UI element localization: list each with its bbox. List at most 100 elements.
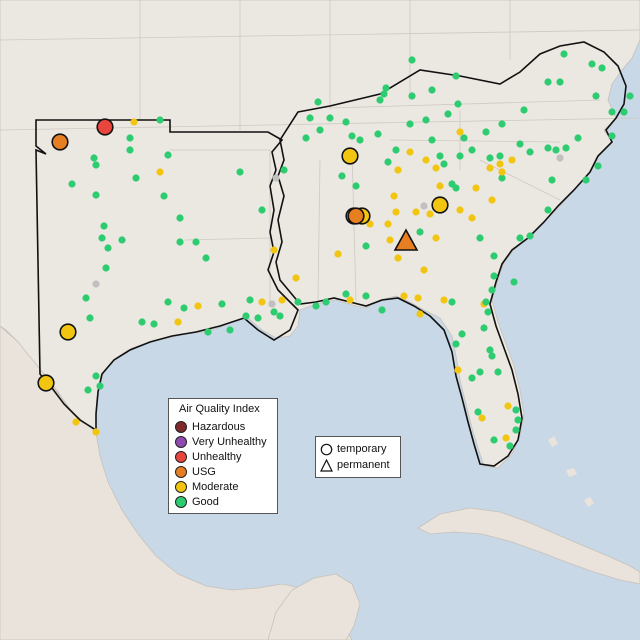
site-marker-good[interactable]: [176, 214, 184, 222]
site-marker-good[interactable]: [246, 296, 254, 304]
site-marker-good[interactable]: [516, 234, 524, 242]
site-marker-nodata[interactable]: [272, 174, 280, 182]
site-marker-good[interactable]: [526, 232, 534, 240]
site-marker-good[interactable]: [118, 236, 126, 244]
site-marker-good[interactable]: [100, 222, 108, 230]
site-marker-good[interactable]: [392, 146, 400, 154]
site-marker-moderate[interactable]: [416, 310, 424, 318]
site-marker-moderate[interactable]: [436, 182, 444, 190]
site-marker-good[interactable]: [82, 294, 90, 302]
site-marker-good[interactable]: [192, 238, 200, 246]
site-marker-good[interactable]: [104, 244, 112, 252]
site-marker-moderate[interactable]: [278, 296, 286, 304]
site-marker-good[interactable]: [490, 436, 498, 444]
site-marker-good[interactable]: [86, 314, 94, 322]
site-marker-good[interactable]: [608, 132, 616, 140]
site-marker-good[interactable]: [132, 174, 140, 182]
site-marker-good[interactable]: [376, 96, 384, 104]
site-marker-good[interactable]: [126, 146, 134, 154]
site-marker-moderate[interactable]: [156, 168, 164, 176]
site-marker-good[interactable]: [92, 372, 100, 380]
site-marker-good[interactable]: [236, 168, 244, 176]
temporary-monitor-moderate[interactable]: [341, 147, 359, 165]
site-marker-good[interactable]: [306, 114, 314, 122]
site-marker-good[interactable]: [488, 352, 496, 360]
site-marker-good[interactable]: [486, 346, 494, 354]
site-marker-moderate[interactable]: [486, 164, 494, 172]
site-marker-good[interactable]: [342, 118, 350, 126]
site-marker-good[interactable]: [138, 318, 146, 326]
site-marker-good[interactable]: [592, 92, 600, 100]
site-marker-moderate[interactable]: [420, 266, 428, 274]
site-marker-good[interactable]: [96, 382, 104, 390]
site-marker-moderate[interactable]: [508, 156, 516, 164]
site-marker-moderate[interactable]: [422, 156, 430, 164]
site-marker-moderate[interactable]: [496, 160, 504, 168]
site-marker-good[interactable]: [588, 60, 596, 68]
site-marker-good[interactable]: [160, 192, 168, 200]
site-marker-good[interactable]: [84, 386, 92, 394]
site-marker-good[interactable]: [486, 154, 494, 162]
site-marker-moderate[interactable]: [406, 148, 414, 156]
temporary-monitor-unhealthy[interactable]: [96, 118, 114, 136]
site-marker-moderate[interactable]: [456, 128, 464, 136]
site-marker-moderate[interactable]: [258, 298, 266, 306]
site-marker-good[interactable]: [362, 242, 370, 250]
site-marker-good[interactable]: [374, 130, 382, 138]
site-marker-good[interactable]: [506, 442, 514, 450]
permanent-monitor-usg[interactable]: [393, 228, 419, 251]
site-marker-good[interactable]: [476, 368, 484, 376]
site-marker-good[interactable]: [314, 98, 322, 106]
site-marker-good[interactable]: [338, 172, 346, 180]
site-marker-good[interactable]: [416, 228, 424, 236]
site-marker-good[interactable]: [626, 92, 634, 100]
site-marker-good[interactable]: [180, 304, 188, 312]
site-marker-moderate[interactable]: [432, 234, 440, 242]
site-marker-good[interactable]: [382, 84, 390, 92]
site-marker-good[interactable]: [520, 106, 528, 114]
site-marker-moderate[interactable]: [454, 366, 462, 374]
site-marker-moderate[interactable]: [478, 414, 486, 422]
site-marker-good[interactable]: [98, 234, 106, 242]
site-marker-good[interactable]: [380, 90, 388, 98]
site-marker-good[interactable]: [254, 314, 262, 322]
site-marker-good[interactable]: [598, 64, 606, 72]
site-marker-good[interactable]: [362, 292, 370, 300]
site-marker-nodata[interactable]: [556, 154, 564, 162]
site-marker-good[interactable]: [452, 340, 460, 348]
site-marker-moderate[interactable]: [488, 196, 496, 204]
site-marker-good[interactable]: [482, 298, 490, 306]
site-marker-good[interactable]: [474, 408, 482, 416]
site-marker-moderate[interactable]: [346, 296, 354, 304]
site-marker-good[interactable]: [454, 100, 462, 108]
site-marker-good[interactable]: [496, 152, 504, 160]
site-marker-good[interactable]: [498, 120, 506, 128]
site-marker-good[interactable]: [448, 298, 456, 306]
site-marker-moderate[interactable]: [400, 292, 408, 300]
site-marker-good[interactable]: [258, 206, 266, 214]
temporary-monitor-usg[interactable]: [51, 133, 69, 151]
site-marker-moderate[interactable]: [498, 168, 506, 176]
site-marker-good[interactable]: [322, 298, 330, 306]
site-marker-good[interactable]: [476, 234, 484, 242]
site-marker-good[interactable]: [226, 326, 234, 334]
site-marker-good[interactable]: [312, 302, 320, 310]
site-marker-good[interactable]: [352, 182, 360, 190]
site-marker-moderate[interactable]: [432, 164, 440, 172]
site-marker-nodata[interactable]: [420, 202, 428, 210]
site-marker-good[interactable]: [526, 148, 534, 156]
site-marker-moderate[interactable]: [130, 118, 138, 126]
site-marker-good[interactable]: [552, 146, 560, 154]
site-marker-good[interactable]: [544, 206, 552, 214]
site-marker-good[interactable]: [316, 126, 324, 134]
site-marker-good[interactable]: [156, 116, 164, 124]
site-marker-good[interactable]: [408, 56, 416, 64]
site-marker-good[interactable]: [126, 134, 134, 142]
site-marker-good[interactable]: [270, 308, 278, 316]
site-marker-good[interactable]: [202, 254, 210, 262]
site-marker-good[interactable]: [68, 180, 76, 188]
site-marker-moderate[interactable]: [386, 236, 394, 244]
site-marker-good[interactable]: [302, 134, 310, 142]
temporary-monitor-moderate[interactable]: [59, 323, 77, 341]
